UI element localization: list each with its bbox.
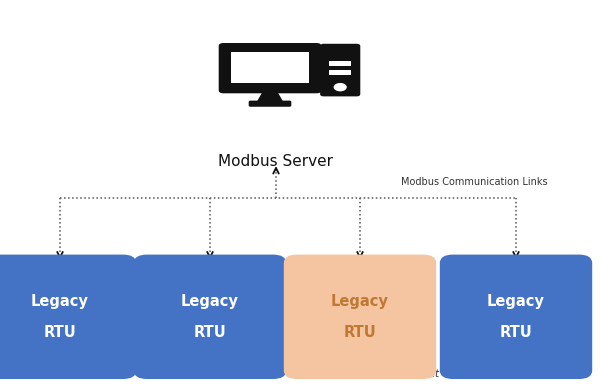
Text: RTU: RTU [44,324,76,340]
FancyBboxPatch shape [218,43,322,93]
Text: Failed device for Replacement: Failed device for Replacement [281,369,439,379]
Text: RTU: RTU [194,324,226,340]
Text: Legacy: Legacy [181,294,239,309]
Text: Modbus Communication Links: Modbus Communication Links [401,177,547,187]
Polygon shape [257,90,283,102]
Text: RTU: RTU [344,324,376,340]
FancyBboxPatch shape [0,255,136,379]
FancyBboxPatch shape [284,255,436,379]
Text: RTU: RTU [500,324,532,340]
FancyBboxPatch shape [329,70,351,75]
Text: Legacy: Legacy [31,294,89,309]
FancyBboxPatch shape [440,255,592,379]
Text: Legacy: Legacy [331,294,389,309]
FancyBboxPatch shape [320,44,360,96]
Circle shape [334,83,347,91]
FancyBboxPatch shape [134,255,286,379]
Text: Modbus Server: Modbus Server [218,154,334,169]
FancyBboxPatch shape [329,61,351,66]
FancyBboxPatch shape [232,52,309,83]
FancyBboxPatch shape [249,101,292,107]
Text: Legacy: Legacy [487,294,545,309]
